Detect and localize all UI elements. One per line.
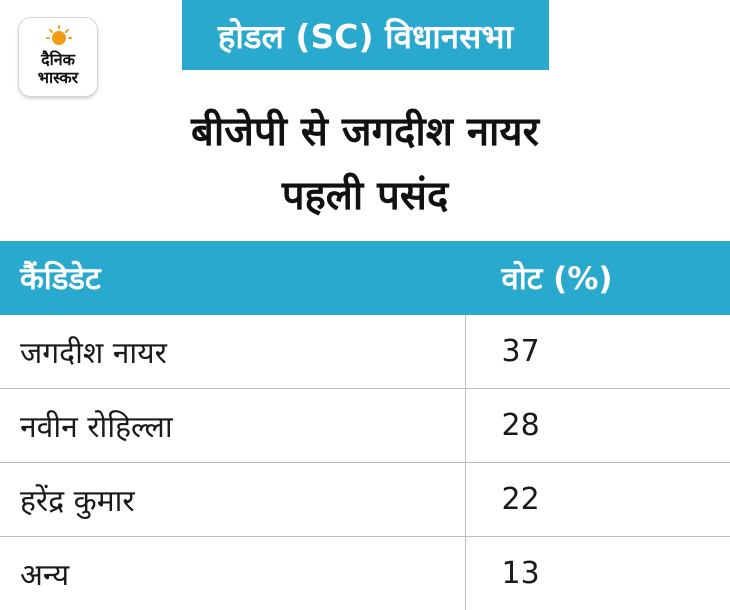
logo-line-2: भास्कर [38,68,80,87]
vote-percent: 22 [465,463,730,537]
dainik-bhaskar-logo: दैनिक भास्कर [19,18,97,96]
constituency-label: होडल (SC) विधानसभा [218,13,513,58]
logo-line-1: दैनिक [40,50,76,69]
headline: बीजेपी से जगदीश नायर पहली पसंद [0,100,730,228]
column-header-vote: वोट (%) [465,241,730,315]
candidate-name: हरेंद्र कुमार [0,463,465,537]
vote-percent: 13 [465,537,730,610]
table-row: हरेंद्र कुमार 22 [0,463,730,537]
table-header-row: कैंडिडेट वोट (%) [0,241,730,315]
headline-line-2: पहली पसंद [0,164,730,228]
vote-percent: 28 [465,389,730,463]
candidate-name: अन्य [0,537,465,610]
constituency-tag: होडल (SC) विधानसभा [182,0,549,70]
vote-percent: 37 [465,315,730,389]
results-table: कैंडिडेट वोट (%) जगदीश नायर 37 नवीन रोहि… [0,241,730,610]
candidate-name: नवीन रोहिल्ला [0,389,465,463]
column-header-candidate: कैंडिडेट [0,241,465,315]
table-row: अन्य 13 [0,537,730,610]
candidate-name: जगदीश नायर [0,315,465,389]
table-row: जगदीश नायर 37 [0,315,730,389]
headline-line-1: बीजेपी से जगदीश नायर [0,100,730,164]
sun-icon: दैनिक भास्कर [19,18,97,96]
table-row: नवीन रोहिल्ला 28 [0,389,730,463]
